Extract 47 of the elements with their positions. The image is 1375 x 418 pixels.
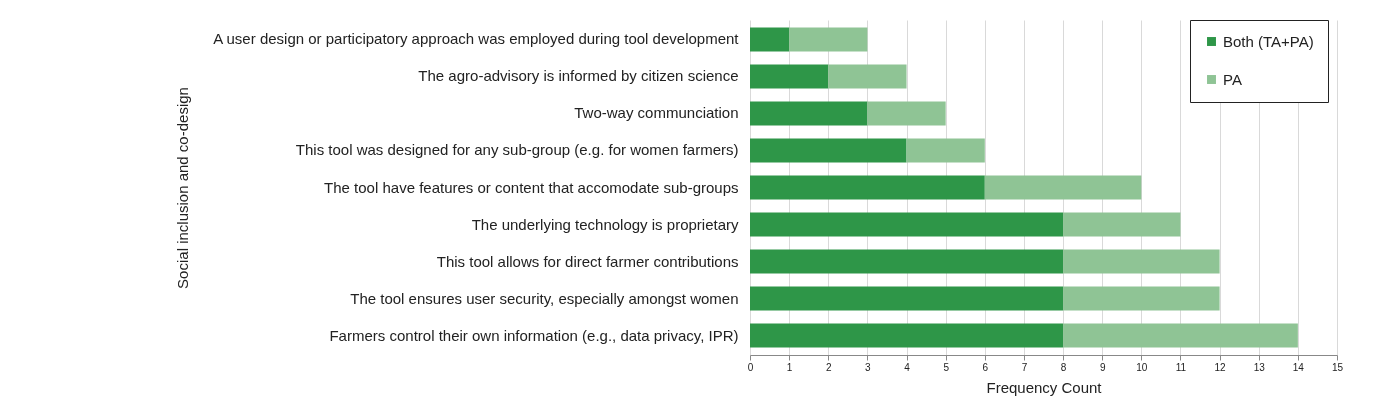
bar <box>1063 249 1220 274</box>
x-tick-label: 9 <box>1099 361 1106 373</box>
x-tick-label: 8 <box>1060 361 1067 373</box>
y-tick-label: Two-way communciation <box>574 104 739 122</box>
bar <box>750 101 868 126</box>
bar <box>750 212 1064 237</box>
y-axis-title: Social inclusion and co-design <box>173 87 191 289</box>
x-tick-label: 15 <box>1331 361 1344 373</box>
x-tick-label: 14 <box>1292 361 1305 373</box>
bar <box>828 64 907 89</box>
bar <box>750 175 985 200</box>
bar <box>750 138 907 163</box>
y-tick-label: This tool was designed for any sub-group (e.g. for women farmers) <box>295 141 739 159</box>
x-tick-label: 13 <box>1253 361 1266 373</box>
x-tick-label: 7 <box>1021 361 1028 373</box>
x-tick-label: 1 <box>786 361 793 373</box>
bar <box>1063 323 1298 348</box>
x-tick-label: 10 <box>1136 361 1148 373</box>
x-tick-label: 12 <box>1214 361 1227 373</box>
x-axis-title: Frequency Count <box>986 378 1103 396</box>
bar <box>867 101 946 126</box>
x-tick-label: 0 <box>747 361 754 373</box>
y-tick-label: This tool allows for direct farmer contributions <box>436 252 739 270</box>
x-tick-label: 3 <box>865 361 872 373</box>
x-tick-label: 2 <box>825 361 832 373</box>
x-tick-label: 6 <box>982 361 989 373</box>
x-tick-label: 11 <box>1175 361 1187 373</box>
bar <box>789 27 868 52</box>
bar <box>984 175 1142 200</box>
bar <box>750 249 1064 274</box>
y-tick-label: A user design or participatory approach was employed during tool development <box>213 30 740 48</box>
y-tick-label: Farmers control their own information (e.g., data privacy, IPR) <box>329 326 739 344</box>
y-tick-label: The agro-advisory is informed by citizen science <box>418 67 739 85</box>
x-tick-label: 5 <box>943 361 950 373</box>
y-tick-label: The tool have features or content that accomodate sub-groups <box>324 178 739 196</box>
y-tick-label: The tool ensures user security, especially amongst women <box>350 289 739 307</box>
legend-label: Both (TA+PA) <box>1223 32 1314 50</box>
bar <box>750 323 1064 348</box>
bar <box>1063 286 1220 311</box>
bar <box>750 64 829 89</box>
bar <box>750 27 790 52</box>
y-tick-label: The underlying technology is proprietary <box>471 215 739 233</box>
x-tick-label: 4 <box>904 361 911 373</box>
bar <box>750 286 1064 311</box>
bar <box>1063 212 1181 237</box>
bar <box>906 138 985 163</box>
legend-label: PA <box>1223 70 1242 88</box>
